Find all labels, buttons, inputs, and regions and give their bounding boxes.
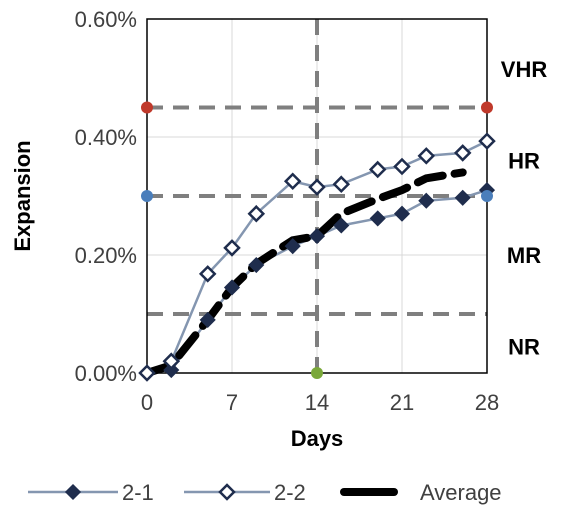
legend: 2-1 2-2 Average (28, 480, 502, 505)
series-point-2-1 (454, 189, 471, 206)
series-point-2-1 (284, 238, 301, 255)
series-point-2-2 (417, 147, 436, 165)
series-point-2-2 (247, 204, 266, 223)
series-point-2-2 (138, 364, 156, 382)
reference-lines (147, 19, 487, 373)
legend-marker-2-2 (218, 483, 236, 501)
y-tick-label: 0.60% (75, 7, 137, 32)
reference-marker (481, 190, 493, 202)
series-layer (138, 101, 496, 382)
series-point-2-2 (198, 265, 217, 283)
reference-marker (141, 190, 153, 202)
x-tick-label: 21 (390, 390, 414, 415)
x-tick-label: 7 (226, 390, 238, 415)
axes: 0 7 14 21 28 0.00% 0.20% 0.40% 0.60% (75, 7, 500, 415)
series-point-2-1 (333, 217, 350, 234)
zone-label-NR: NR (508, 334, 540, 359)
series-point-2-1 (369, 210, 386, 227)
zone-labels: VHR HR MR NR (501, 57, 548, 359)
series-point-2-1 (199, 311, 216, 328)
y-tick-label: 0.40% (75, 125, 137, 150)
x-tick-label: 0 (141, 390, 153, 415)
legend-label-2-1: 2-1 (122, 480, 154, 505)
series-point-2-2 (393, 157, 411, 176)
series-point-2-1 (163, 361, 180, 379)
series-point-2-2 (453, 144, 472, 162)
series-point-2-2 (478, 132, 496, 150)
legend-label-Average: Average (420, 480, 502, 505)
series-point-2-2 (223, 239, 241, 257)
zone-label-VHR: VHR (501, 57, 548, 82)
series-line-Average (143, 168, 467, 377)
series-point-2-2 (332, 175, 351, 193)
series-point-2-2 (162, 352, 181, 370)
x-tick-label: 28 (475, 390, 499, 415)
x-axis-title: Days (291, 426, 344, 451)
series-point-2-1 (223, 279, 241, 296)
zone-label-HR: HR (508, 149, 540, 174)
series-point-2-2 (283, 172, 302, 191)
series-point-2-2 (308, 178, 326, 196)
zone-label-MR: MR (507, 243, 541, 268)
y-tick-label: 0.00% (75, 361, 137, 386)
reference-marker (311, 367, 323, 379)
x-tick-label: 14 (305, 390, 329, 415)
series-point-2-1 (393, 205, 411, 222)
reference-marker (141, 101, 153, 114)
series-point-2-1 (418, 192, 435, 209)
y-tick-label: 0.20% (75, 243, 137, 268)
series-point-2-2 (368, 160, 387, 179)
legend-marker-2-1 (64, 483, 82, 501)
series-point-2-1 (308, 228, 326, 245)
series-point-2-1 (248, 256, 265, 274)
reference-marker (481, 101, 493, 114)
y-axis-title: Expansion (10, 140, 35, 251)
legend-label-2-2: 2-2 (274, 480, 306, 505)
